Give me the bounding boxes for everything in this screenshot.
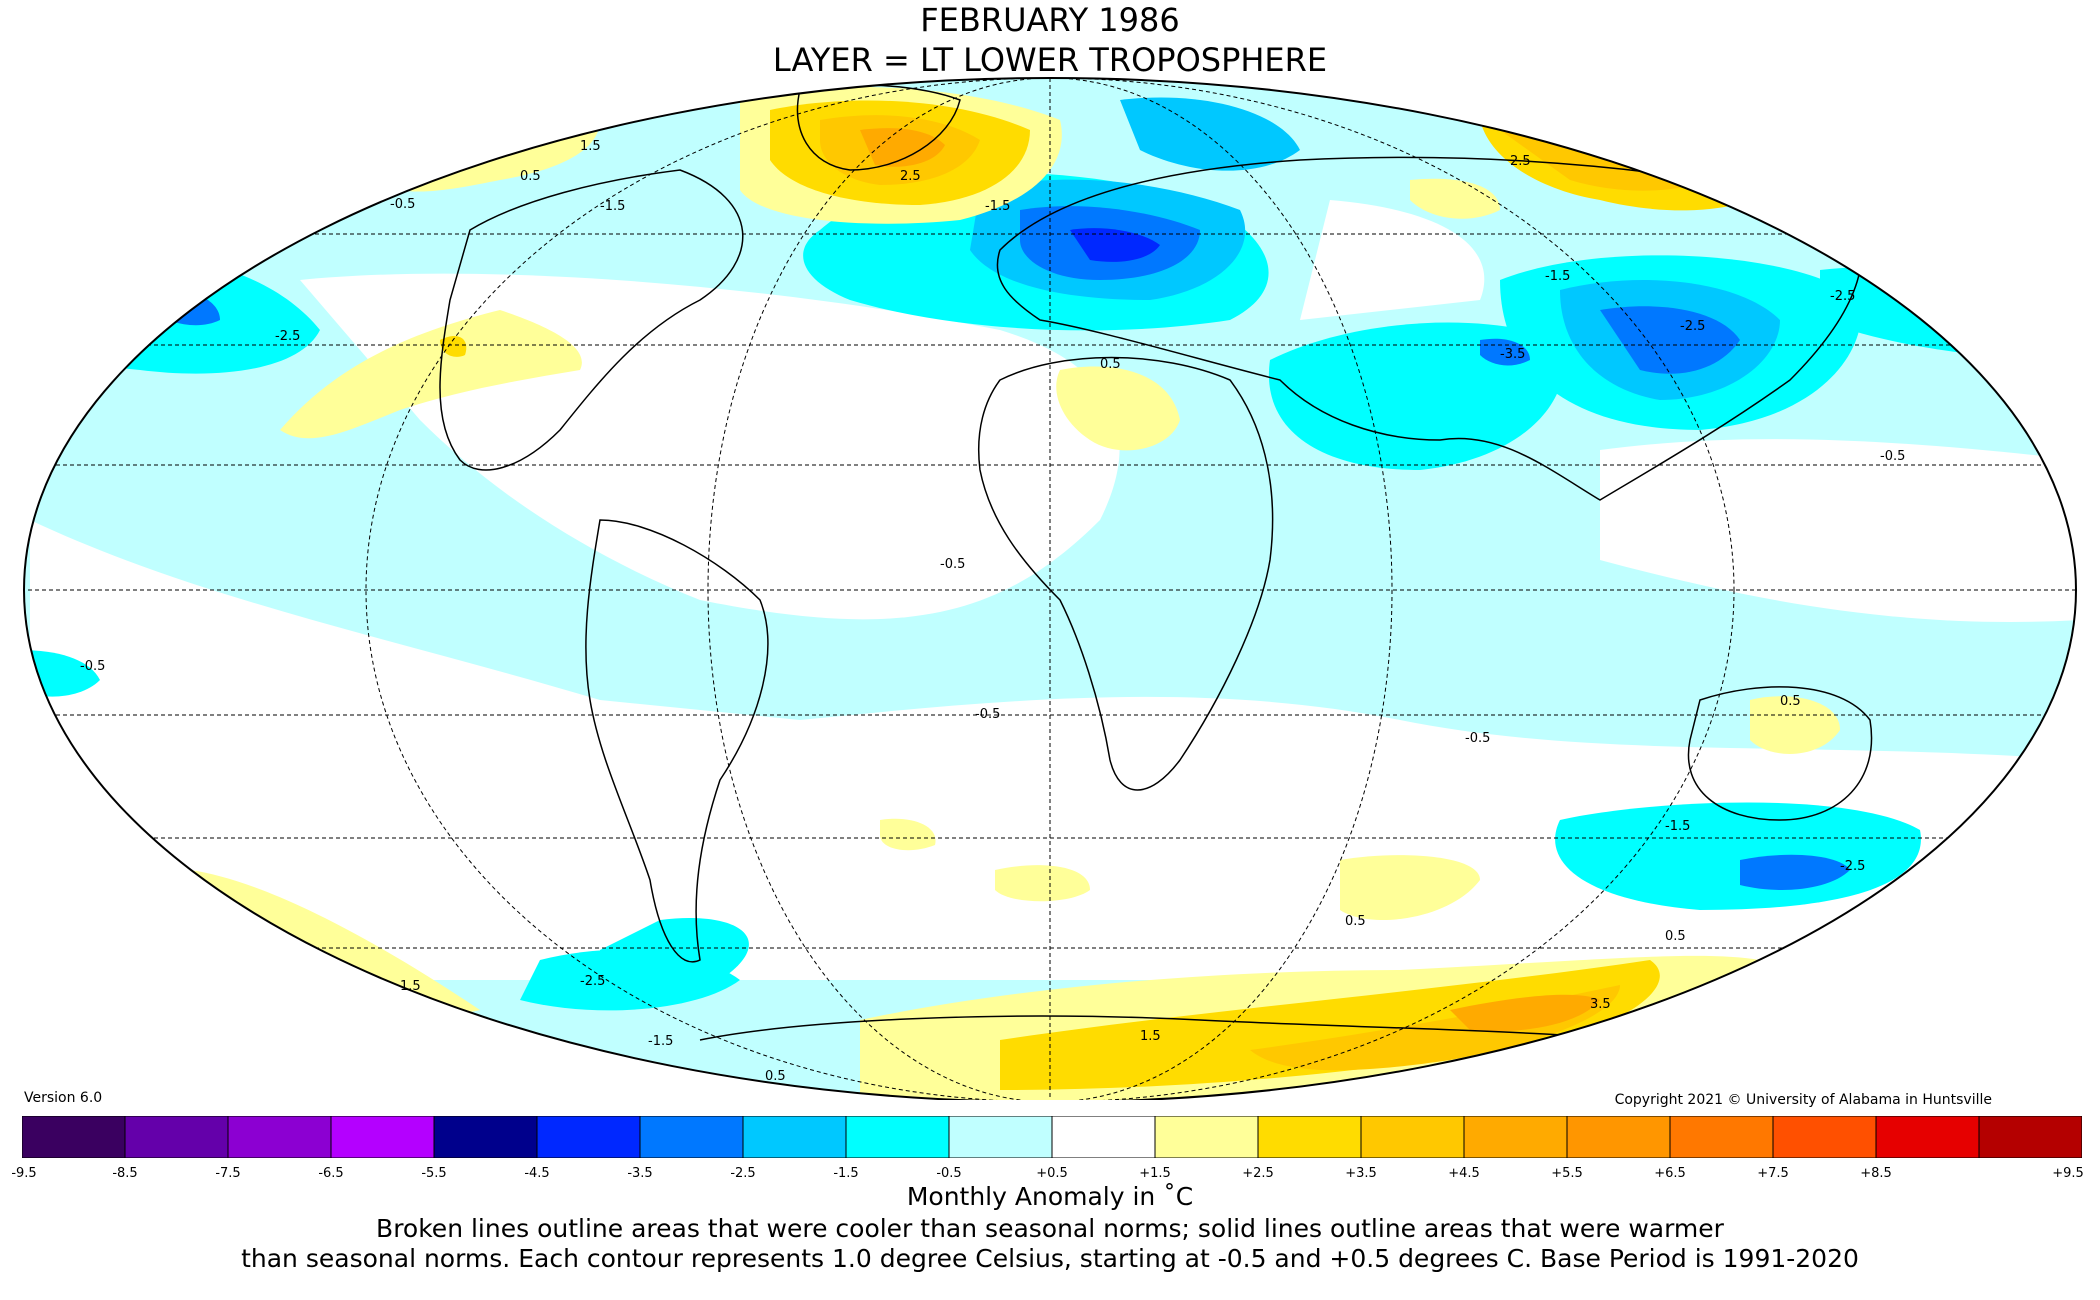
color-scale-tick-label: -9.5 (11, 1166, 37, 1181)
contour-label: -2.5 (1830, 289, 1855, 304)
color-scale-swatch (742, 1116, 847, 1158)
contour-label: -1.5 (600, 199, 625, 214)
color-scale-tick-label: +8.5 (1860, 1166, 1892, 1181)
contour-label: -1.5 (1665, 819, 1690, 834)
contour-label: -1.5 (648, 1034, 673, 1049)
contour-label: 1.5 (1140, 1029, 1161, 1044)
color-scale-tick-label: +9.5 (2052, 1166, 2084, 1181)
contour-label: -0.5 (940, 557, 965, 572)
color-scale-tick-label: +6.5 (1654, 1166, 1686, 1181)
map-title: FEBRUARY 1986 (920, 1, 1180, 39)
contour-label: 0.5 (1100, 357, 1121, 372)
color-scale-swatch (1257, 1116, 1362, 1158)
contour-label: -2.5 (275, 329, 300, 344)
color-scale-swatch (22, 1116, 126, 1158)
explanatory-note-line2: than seasonal norms. Each contour repres… (241, 1244, 1859, 1273)
contour-label: -0.5 (1880, 449, 1905, 464)
color-scale-tick-label: -0.5 (936, 1166, 962, 1181)
anomaly-map: -0.5 -0.5 -0.5 -0.5 -0.5 -0.5 -1.5 -1.5 … (23, 77, 2077, 1100)
color-scale-swatch (1566, 1116, 1671, 1158)
contour-label: -3.5 (1500, 347, 1525, 362)
color-scale-tick-label: -4.5 (524, 1166, 550, 1181)
color-scale-tick-label: -5.5 (421, 1166, 447, 1181)
color-scale-swatch (1978, 1116, 2082, 1158)
contour-label: -2.5 (580, 974, 605, 989)
map-subtitle: LAYER = LT LOWER TROPOSPHERE (772, 41, 1328, 79)
contour-label: -0.5 (975, 707, 1000, 722)
color-scale-tick-label: +2.5 (1242, 1166, 1274, 1181)
contour-labels: -0.5 -0.5 -0.5 -0.5 -0.5 -0.5 -1.5 -1.5 … (80, 139, 1905, 1084)
color-scale-swatch (1360, 1116, 1465, 1158)
version-label: Version 6.0 (24, 1090, 103, 1106)
color-scale-swatch (433, 1116, 538, 1158)
color-scale-tick-label: +7.5 (1757, 1166, 1789, 1181)
contour-label: 1.5 (580, 139, 601, 154)
color-scale-swatch (1875, 1116, 1980, 1158)
contour-label: 2.5 (900, 169, 921, 184)
color-scale-tick-label: -1.5 (833, 1166, 859, 1181)
color-scale-tick-label: -2.5 (730, 1166, 756, 1181)
contour-label: -2.5 (1840, 859, 1865, 874)
contour-label: 0.5 (1665, 929, 1686, 944)
contour-label: -1.5 (1545, 269, 1570, 284)
copyright-label: Copyright 2021 © University of Alabama i… (1614, 1092, 1992, 1108)
color-scale-tick-label: +5.5 (1551, 1166, 1583, 1181)
color-scale-swatch (1772, 1116, 1877, 1158)
units-label: Monthly Anomaly in ˚C (906, 1182, 1194, 1211)
color-scale-tick-label: +3.5 (1345, 1166, 1377, 1181)
color-scale-swatch (845, 1116, 950, 1158)
color-scale-swatch (1154, 1116, 1259, 1158)
contour-label: 1.5 (400, 979, 421, 994)
color-scale-swatch (1463, 1116, 1568, 1158)
contour-label: -2.5 (1680, 319, 1705, 334)
color-scale-swatch (124, 1116, 229, 1158)
color-scale (22, 1116, 2082, 1158)
contour-label: 2.5 (1510, 154, 1531, 169)
contour-label: -0.5 (80, 659, 105, 674)
contour-label: -0.5 (390, 197, 415, 212)
color-scale-swatch (948, 1116, 1053, 1158)
color-scale-swatch (227, 1116, 332, 1158)
color-scale-swatch (536, 1116, 641, 1158)
color-scale-tick-label: +4.5 (1448, 1166, 1480, 1181)
color-scale-tick-label: -6.5 (318, 1166, 344, 1181)
color-scale-swatch (1051, 1116, 1156, 1158)
contour-label: 0.5 (520, 169, 541, 184)
color-scale-tick-label: +1.5 (1139, 1166, 1171, 1181)
color-scale-tick-label: -8.5 (112, 1166, 138, 1181)
contour-label: 0.5 (1345, 914, 1366, 929)
contour-label: -0.5 (1465, 731, 1490, 746)
color-scale-swatch (639, 1116, 744, 1158)
contour-label: 3.5 (1590, 997, 1611, 1012)
color-scale-tick-label: -3.5 (627, 1166, 653, 1181)
color-scale-swatch (330, 1116, 435, 1158)
color-scale-swatch (1669, 1116, 1774, 1158)
contour-label: -1.5 (985, 199, 1010, 214)
color-scale-tick-label: +0.5 (1036, 1166, 1068, 1181)
explanatory-note-line1: Broken lines outline areas that were coo… (376, 1214, 1724, 1243)
contour-label: 0.5 (765, 1069, 786, 1084)
contour-label: 0.5 (1780, 694, 1801, 709)
color-scale-tick-label: -7.5 (215, 1166, 241, 1181)
